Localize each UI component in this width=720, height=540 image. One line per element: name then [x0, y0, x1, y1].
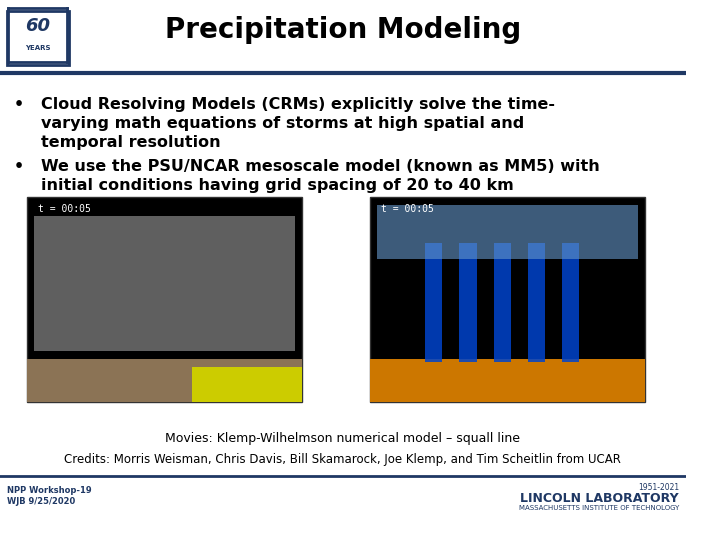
Text: temporal resolution: temporal resolution [41, 135, 221, 150]
FancyBboxPatch shape [370, 359, 644, 402]
FancyBboxPatch shape [528, 243, 545, 362]
Text: t = 00:05: t = 00:05 [37, 204, 91, 214]
Text: NPP Workshop-19: NPP Workshop-19 [7, 486, 91, 495]
Polygon shape [377, 205, 638, 259]
Text: •: • [14, 159, 24, 174]
Text: LINCOLN LABORATORY: LINCOLN LABORATORY [521, 492, 679, 505]
Text: MASSACHUSETTS INSTITUTE OF TECHNOLOGY: MASSACHUSETTS INSTITUTE OF TECHNOLOGY [518, 505, 679, 511]
Text: •: • [14, 97, 24, 112]
FancyBboxPatch shape [370, 197, 644, 402]
FancyBboxPatch shape [27, 359, 302, 402]
Text: 1951-2021: 1951-2021 [638, 483, 679, 492]
Text: initial conditions having grid spacing of 20 to 40 km: initial conditions having grid spacing o… [41, 178, 514, 193]
Text: 60: 60 [25, 17, 50, 35]
FancyBboxPatch shape [494, 243, 511, 362]
Text: WJB 9/25/2020: WJB 9/25/2020 [7, 497, 75, 506]
Text: We use the PSU/NCAR mesoscale model (known as MM5) with: We use the PSU/NCAR mesoscale model (kno… [41, 159, 600, 174]
Text: Movies: Klemp-Wilhelmson numerical model – squall line: Movies: Klemp-Wilhelmson numerical model… [166, 432, 521, 445]
FancyBboxPatch shape [27, 197, 302, 402]
FancyBboxPatch shape [426, 243, 442, 362]
Text: Credits: Morris Weisman, Chris Davis, Bill Skamarock, Joe Klemp, and Tim Scheitl: Credits: Morris Weisman, Chris Davis, Bi… [65, 453, 621, 465]
FancyBboxPatch shape [7, 11, 68, 65]
Polygon shape [35, 216, 295, 351]
Text: YEARS: YEARS [25, 44, 50, 51]
FancyBboxPatch shape [459, 243, 477, 362]
FancyBboxPatch shape [562, 243, 580, 362]
Text: Precipitation Modeling: Precipitation Modeling [165, 16, 521, 44]
Text: t = 00:05: t = 00:05 [381, 204, 433, 214]
Text: varying math equations of storms at high spatial and: varying math equations of storms at high… [41, 116, 524, 131]
Text: Cloud Resolving Models (CRMs) explicitly solve the time-: Cloud Resolving Models (CRMs) explicitly… [41, 97, 555, 112]
Polygon shape [192, 367, 302, 402]
